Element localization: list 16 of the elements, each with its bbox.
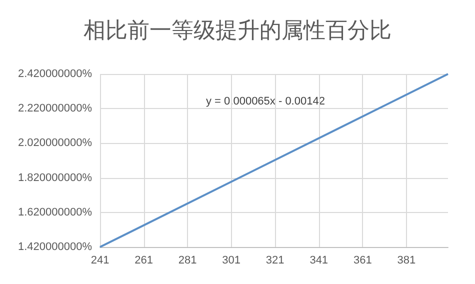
y-tick-label: 1.820000000% [18,172,92,184]
x-tick-label: 321 [266,254,284,266]
y-tick-label: 2.220000000% [18,102,92,115]
x-tick-label: 361 [353,254,372,266]
x-tick-label: 341 [310,254,328,266]
y-tick-label: 2.020000000% [18,137,92,150]
annotation: y = 0.000065x - 0.00142 [206,96,325,108]
x-tick-label: 301 [222,254,240,266]
x-tick-label: 241 [90,254,110,266]
x-tick-label: 281 [178,254,197,266]
y-tick-label: 1.420000000% [18,241,92,253]
chart-title: 相比前一等级提升的属性百分比 [84,18,392,42]
x-tick-label: 261 [134,254,153,266]
y-tick-label: 1.620000000% [18,206,92,218]
y-tick-label: 2.420000000% [18,68,92,80]
x-tick-label: 381 [397,254,416,266]
